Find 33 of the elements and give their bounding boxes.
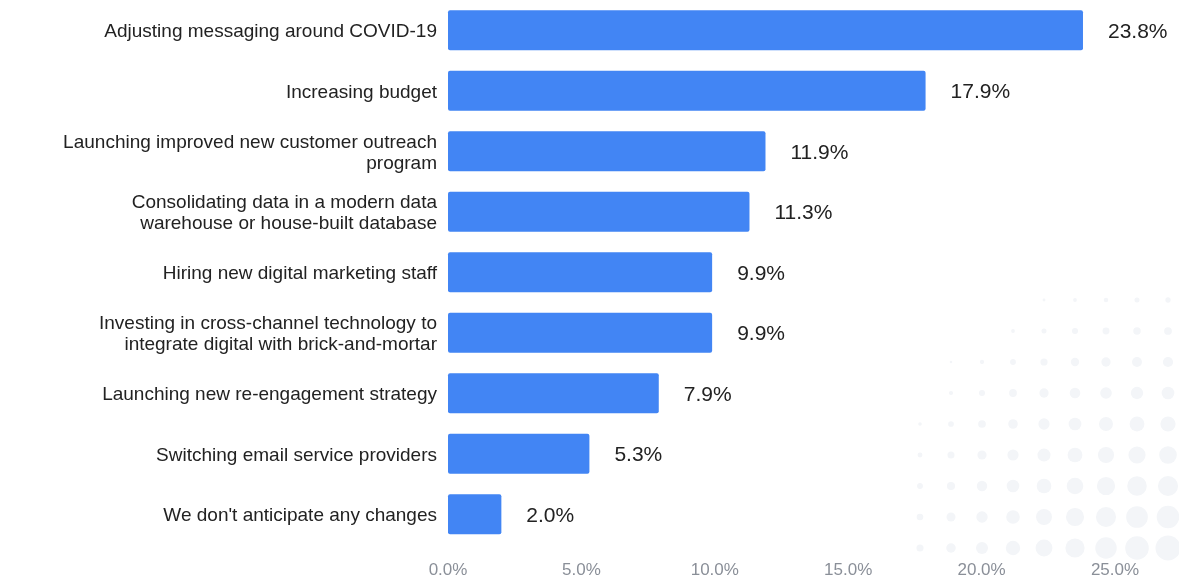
data-label: 17.9% [950, 79, 1011, 103]
bar [448, 433, 590, 474]
y-tick-label: Hiring new digital marketing staff [162, 261, 438, 283]
bar [448, 312, 713, 353]
data-label: 9.9% [737, 321, 786, 345]
bar [448, 252, 713, 293]
y-tick-label: Consolidating data in a modern data warehouse or house-built database [131, 190, 438, 233]
data-label: 2.0% [526, 502, 575, 526]
y-tick-label: Increasing budget [285, 80, 438, 102]
data-label: 7.9% [683, 381, 732, 405]
data-label: 23.8% [1107, 18, 1168, 42]
x-tick-label: 25.0% [1090, 560, 1140, 579]
x-tick-label: 20.0% [957, 560, 1006, 579]
bar [448, 373, 659, 414]
bar [448, 494, 502, 535]
y-tick-label: We don't anticipate any changes [163, 503, 437, 525]
bar [448, 131, 766, 172]
x-tick-label: 0.0% [428, 560, 468, 579]
data-label: 11.9% [790, 139, 849, 163]
x-tick-label: 5.0% [562, 560, 601, 579]
x-tick-label: 15.0% [824, 560, 873, 579]
bar [448, 10, 1083, 51]
y-tick-label: Switching email service providers [156, 443, 437, 465]
data-label: 9.9% [737, 260, 786, 284]
bar [448, 70, 926, 111]
y-tick-label: Investing in cross-channel technology to integrate digital with brick-and-mortar [99, 311, 438, 354]
y-tick-label: Adjusting messaging around COVID-19 [104, 19, 437, 41]
x-tick-label: 10.0% [690, 560, 739, 579]
data-label: 11.3% [774, 200, 833, 224]
data-label: 5.3% [614, 442, 663, 466]
y-tick-label: Launching improved new customer outreach program [63, 130, 437, 173]
bar [448, 191, 750, 232]
y-tick-label: Launching new re-engagement strategy [102, 382, 438, 404]
